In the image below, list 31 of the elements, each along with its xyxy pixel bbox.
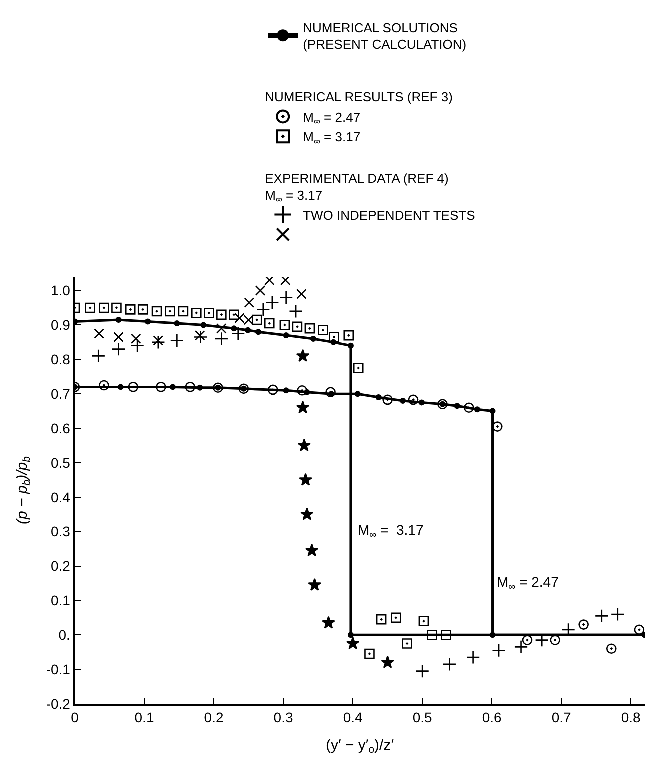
y-tick-label: 0.5 bbox=[50, 454, 71, 471]
y-tick-label: 0. bbox=[58, 627, 70, 644]
y-tick-label: 0.4 bbox=[50, 489, 71, 506]
y-tick-label: 0.8 bbox=[50, 352, 71, 368]
legend-label: M$_{∞}$ = 3.17 bbox=[303, 130, 361, 146]
y-tick-label: -0.2 bbox=[46, 696, 71, 712]
annotation: M$_{∞}$ = 2.47 bbox=[497, 574, 560, 593]
legend-label: NUMERICAL SOLUTIONS (PRESENT CALCULATION) bbox=[303, 20, 467, 52]
y-tick-label: 0.7 bbox=[50, 386, 71, 402]
y-tick-label: -0.1 bbox=[46, 661, 71, 678]
x-axis-title: (y′ − y′$_{o}$)/z′ bbox=[326, 737, 394, 756]
x-tick-label: 0.2 bbox=[204, 710, 224, 726]
y-tick-label: 1.0 bbox=[50, 282, 71, 299]
x-tick-label: 0.6 bbox=[482, 710, 502, 726]
y-tick-label: 0.3 bbox=[50, 524, 71, 540]
x-tick-label: 0.7 bbox=[552, 710, 572, 726]
x-tick-label: 0.8 bbox=[621, 710, 642, 726]
y-tick-label: 0.9 bbox=[50, 317, 71, 334]
x-tick-label: 0.5 bbox=[412, 710, 432, 726]
legend-label: TWO INDEPENDENT TESTS bbox=[303, 208, 476, 223]
x-tick-label: 0 bbox=[71, 710, 80, 726]
annotation: M$_{∞}$ = 3.17 bbox=[358, 522, 424, 541]
y-tick-label: 0.2 bbox=[50, 558, 71, 574]
legend-label: M$_{∞}$ = 2.47 bbox=[303, 110, 361, 126]
x-tick-label: 0.4 bbox=[343, 710, 363, 726]
x-tick-label: 0.1 bbox=[134, 710, 154, 726]
text: EXPERIMENTAL DATA (REF 4) M$_{∞}$ = 3.17 bbox=[265, 170, 449, 205]
y-tick-label: 0.6 bbox=[50, 420, 71, 436]
text: NUMERICAL RESULTS (REF 3) bbox=[265, 90, 453, 105]
x-tick-label: 0.3 bbox=[274, 710, 294, 726]
y-tick-label: 0.1 bbox=[50, 592, 71, 609]
